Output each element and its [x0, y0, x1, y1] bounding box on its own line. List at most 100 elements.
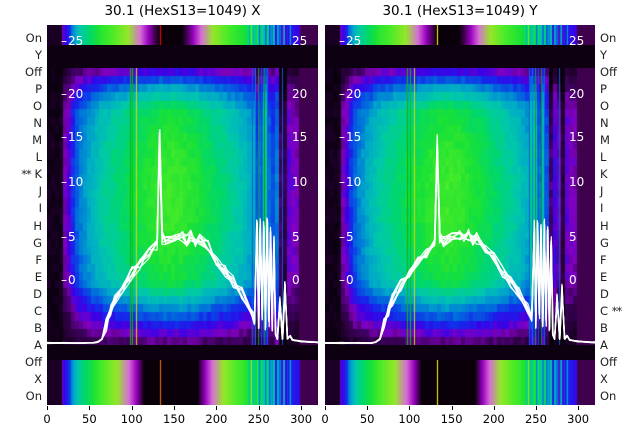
y-tick-label-mirror: 20 — [292, 87, 308, 101]
category-text: C — [600, 303, 609, 318]
x-tick-label-0: 0 — [43, 412, 51, 426]
category-text: E — [600, 269, 608, 284]
category-label-right-b-17[interactable]: B — [600, 322, 608, 334]
category-text: A — [600, 337, 608, 352]
category-label-left-off-2[interactable]: Off — [25, 65, 42, 80]
y-tick-mirror-10: 10 — [292, 176, 307, 188]
category-label-right-a-18[interactable]: A — [600, 337, 608, 352]
y-tick-label: 25 — [346, 34, 362, 48]
category-label-left-y-1[interactable]: Y — [35, 49, 42, 61]
category-label-left-c-16[interactable]: C — [34, 305, 42, 317]
y-tick-5: –5 — [61, 230, 76, 244]
category-label-right-off-2[interactable]: Off — [600, 66, 617, 78]
category-label-right-o-4[interactable]: O — [600, 100, 609, 112]
x-tick-mark — [578, 406, 580, 410]
y-tick-0: –0 — [339, 273, 354, 287]
y-tick-mirror-20: 20 — [292, 88, 307, 100]
category-label-left-p-3[interactable]: P — [35, 83, 42, 95]
category-label-left-a-18[interactable]: A — [34, 339, 42, 351]
category-label-right-on-0[interactable]: On — [600, 32, 616, 44]
category-text: N — [600, 116, 609, 131]
category-label-right-n-5[interactable]: N — [600, 116, 609, 131]
category-label-left-h-11[interactable]: H — [33, 220, 42, 232]
y-tick-mirror-15: 15 — [569, 131, 584, 143]
category-text: B — [34, 320, 42, 335]
category-label-right-e-14[interactable]: E — [600, 269, 608, 284]
y-tick-label-mirror: 10 — [292, 175, 308, 189]
category-text: J — [600, 184, 604, 199]
category-label-right-i-10[interactable]: I — [600, 203, 603, 215]
category-label-left-on-21[interactable]: On — [26, 390, 42, 402]
category-label-left-on-0[interactable]: On — [26, 32, 42, 44]
x-tick-label-0: 0 — [321, 412, 329, 426]
y-tick-25: –25 — [61, 34, 84, 48]
x-tick-mark — [325, 406, 326, 410]
y-tick-mirror-0: 0 — [569, 274, 577, 286]
top-summary-strip-x — [47, 25, 318, 45]
category-text: F — [600, 252, 607, 267]
category-text: Y — [600, 48, 608, 63]
category-text: G — [33, 235, 42, 250]
x-tick-label-100: 100 — [398, 412, 421, 426]
y-tick-mirror-25: 25 — [292, 35, 307, 47]
category-text: J — [38, 184, 42, 199]
x-tick-label-150: 150 — [163, 412, 186, 426]
category-text: E — [34, 269, 42, 284]
x-tick-mark — [535, 406, 537, 410]
category-label-right-j-9[interactable]: J — [600, 184, 604, 199]
category-label-right-d-15[interactable]: D — [600, 286, 609, 301]
category-label-left-m-6[interactable]: M — [32, 135, 42, 147]
y-tick-label: 0 — [68, 273, 76, 287]
category-label-left-f-13[interactable]: F — [35, 254, 42, 266]
category-label-left-j-9[interactable]: J — [38, 184, 42, 199]
category-label-right-m-6[interactable]: M — [600, 135, 610, 147]
category-label-right-l-7[interactable]: L — [600, 150, 607, 165]
category-label-right-f-13[interactable]: F — [600, 252, 607, 267]
y-tick-10: –10 — [339, 175, 362, 189]
category-axis-right: On Y Off P O N M L K J I H G F E D C ** B A Off X On — [596, 25, 640, 405]
x-tick-label-150: 150 — [440, 412, 463, 426]
x-tick-mark — [131, 406, 133, 410]
category-label-left-n-5[interactable]: N — [33, 117, 42, 129]
x-tick-mark — [47, 406, 48, 410]
category-text: L — [600, 150, 607, 165]
category-text: Off — [25, 65, 42, 80]
category-label-left-d-15[interactable]: D — [33, 288, 42, 300]
category-label-left-k-8[interactable]: ** K — [21, 169, 42, 181]
category-label-right-h-11[interactable]: H — [600, 218, 609, 233]
category-label-right-x-20[interactable]: X — [600, 373, 608, 385]
category-label-right-p-3[interactable]: P — [600, 83, 607, 95]
x-tick-label-300: 300 — [290, 412, 313, 426]
category-label-left-l-7[interactable]: L — [36, 152, 42, 164]
heatmap-axes-y[interactable]: –25 25 –20 20 –15 15 –10 10 –5 5 –0 0 — [325, 25, 595, 405]
category-label-right-g-12[interactable]: G — [600, 237, 609, 249]
x-tick-label-50: 50 — [82, 412, 97, 426]
category-label-right-k-8[interactable]: K — [600, 169, 608, 181]
category-label-left-off-19[interactable]: Off — [25, 356, 42, 368]
heatmap-axes-x[interactable]: –25 25 –20 20 –15 15 –10 10 –5 5 –0 0 — [47, 25, 318, 405]
category-label-right-c-16[interactable]: C ** — [600, 303, 622, 318]
category-label-right-y-1[interactable]: Y — [600, 48, 608, 63]
x-tick-label-100: 100 — [120, 412, 143, 426]
y-tick-label-mirror: 20 — [569, 87, 585, 101]
bottom-summary-strip-x — [47, 360, 318, 405]
x-tick-mark — [258, 406, 260, 410]
y-tick-label: 0 — [346, 273, 354, 287]
category-label-right-on-21[interactable]: On — [600, 390, 616, 402]
x-tick-mark — [89, 406, 91, 410]
category-label-left-g-12[interactable]: G — [33, 235, 42, 250]
category-label-right-off-19[interactable]: Off — [600, 356, 617, 368]
category-text: H — [600, 218, 609, 233]
category-label-left-b-17[interactable]: B — [34, 320, 42, 335]
y-tick-label: 5 — [346, 230, 354, 244]
category-label-left-e-14[interactable]: E — [34, 269, 42, 284]
category-label-left-i-10[interactable]: I — [39, 203, 42, 215]
x-tick-mark — [367, 406, 369, 410]
x-tick-label-200: 200 — [482, 412, 505, 426]
main-heatmap-x — [47, 68, 318, 345]
category-label-left-o-4[interactable]: O — [33, 100, 42, 112]
category-label-left-x-20[interactable]: X — [34, 373, 42, 385]
y-tick-label-mirror: 0 — [569, 273, 577, 287]
category-text: D — [600, 286, 609, 301]
x-tick-label-300: 300 — [567, 412, 590, 426]
